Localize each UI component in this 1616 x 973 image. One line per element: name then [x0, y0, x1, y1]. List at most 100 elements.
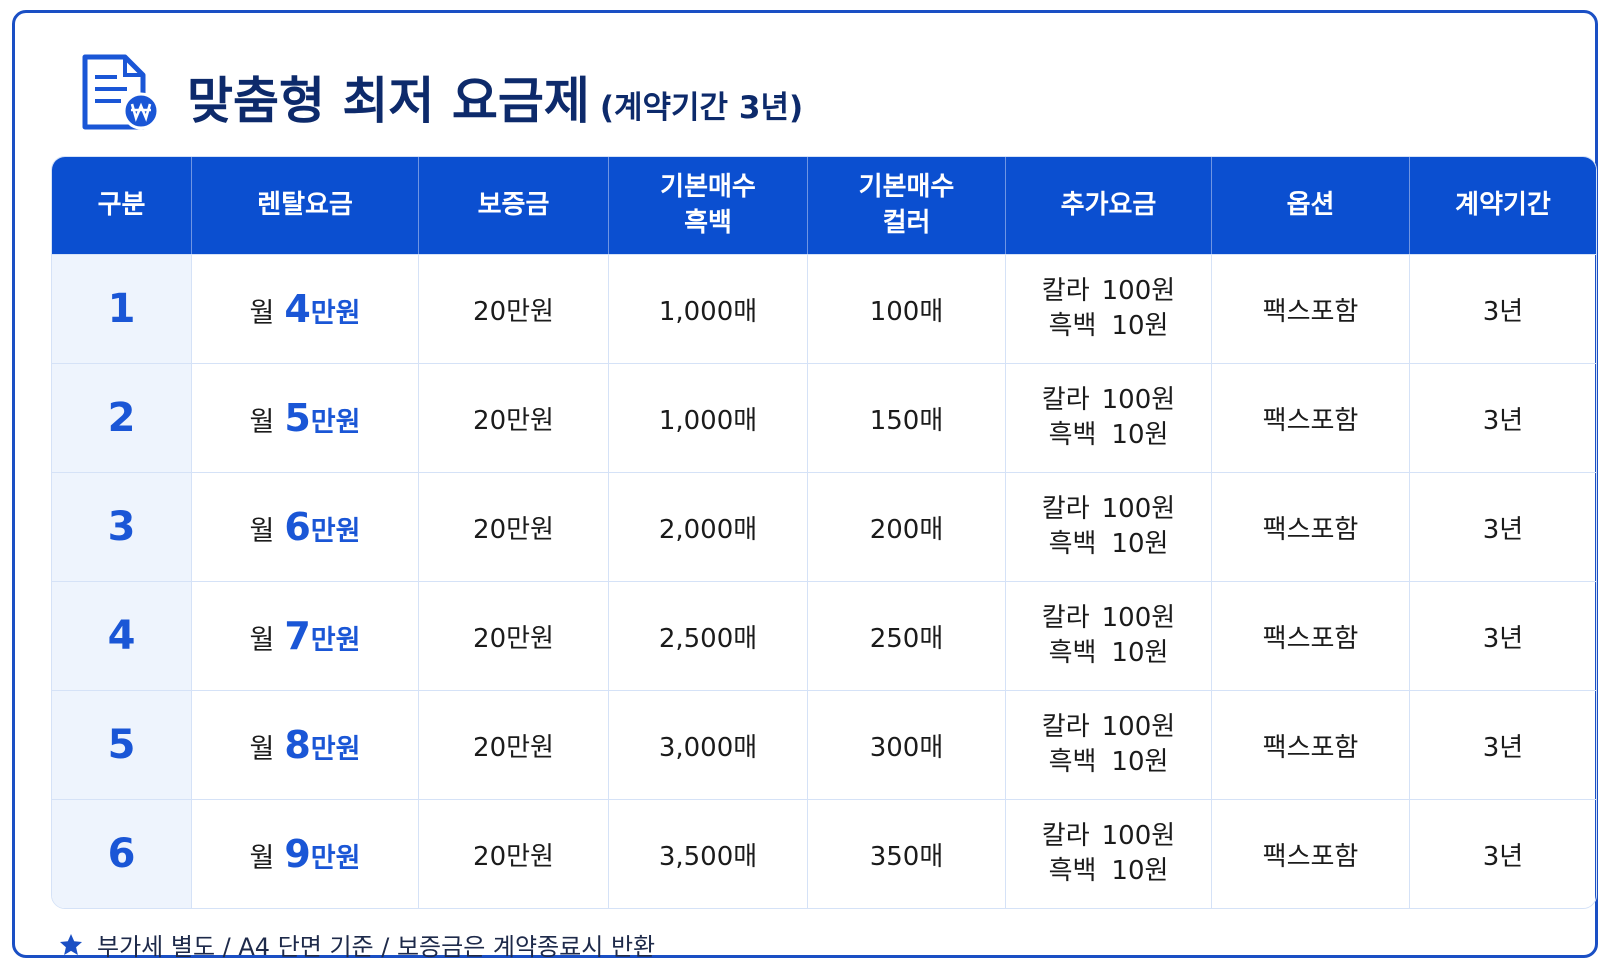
row-number: 4	[52, 581, 192, 690]
extra-fee-price: 100원	[1101, 602, 1176, 633]
deposit-cell: 20만원	[419, 799, 609, 908]
extra-fee-kind: 흑백	[1048, 311, 1097, 341]
rent-month: 월	[249, 516, 275, 547]
deposit-cell: 20만원	[419, 363, 609, 472]
row-number: 3	[52, 472, 192, 581]
extra-fee-price: 10원	[1111, 856, 1169, 886]
extra-fee-kind: 흑백	[1048, 856, 1097, 886]
extra-fee-price: 10원	[1111, 529, 1169, 559]
extra-fee-line: 흑백 10원	[1006, 745, 1211, 780]
extra-fee-price: 10원	[1111, 420, 1169, 450]
extra-fee-kind: 칼라	[1041, 602, 1090, 633]
extra-fee-kind: 칼라	[1041, 493, 1090, 524]
color-pages-cell: 150매	[808, 363, 1006, 472]
extra-fee-price: 10원	[1111, 638, 1169, 668]
extra-fee-kind: 칼라	[1041, 820, 1090, 851]
extra-fee-line: 흑백 10원	[1006, 527, 1211, 562]
table-row: 1 월 4만원 20만원 1,000매 100매 칼라 100원 흑백 10원 팩스포함 3년	[52, 254, 1596, 363]
extra-fee-kind: 칼라	[1041, 275, 1090, 306]
header-text: 렌탈요금	[257, 189, 353, 220]
extra-fee-cell: 칼라 100원 흑백 10원	[1006, 363, 1212, 472]
rent-cell: 월 5만원	[192, 363, 419, 472]
option-cell: 팩스포함	[1212, 472, 1410, 581]
header-text: 보증금	[477, 189, 550, 220]
title-text: 맞춤형 최저 요금제	[187, 72, 590, 130]
footer-note: 부가세 별도 / A4 단면 기준 / 보증금은 계약종료시 반환	[97, 933, 656, 961]
rent-cell: 월 9만원	[192, 799, 419, 908]
extra-fee-line: 칼라 100원	[1006, 492, 1211, 527]
rent-cell: 월 6만원	[192, 472, 419, 581]
extra-fee-price: 100원	[1101, 711, 1176, 742]
deposit-cell: 20만원	[419, 254, 609, 363]
rent-unit: 만원	[310, 625, 361, 656]
rent-month: 월	[249, 407, 275, 438]
header-text: 컬러	[882, 207, 931, 238]
extra-fee-kind: 칼라	[1041, 711, 1090, 742]
extra-fee-cell: 칼라 100원 흑백 10원	[1006, 690, 1212, 799]
term-cell: 3년	[1410, 799, 1596, 908]
table-row: 5 월 8만원 20만원 3,000매 300매 칼라 100원 흑백 10원 팩스포함 3년	[52, 690, 1596, 799]
option-cell: 팩스포함	[1212, 254, 1410, 363]
color-pages-cell: 100매	[808, 254, 1006, 363]
rent-cell: 월 7만원	[192, 581, 419, 690]
rent-amount: 6	[284, 505, 311, 549]
color-pages-cell: 200매	[808, 472, 1006, 581]
term-cell: 3년	[1410, 363, 1596, 472]
extra-fee-line: 흑백 10원	[1006, 636, 1211, 671]
table-row: 3 월 6만원 20만원 2,000매 200매 칼라 100원 흑백 10원 팩스포함 3년	[52, 472, 1596, 581]
extra-fee-line: 칼라 100원	[1006, 710, 1211, 745]
extra-fee-cell: 칼라 100원 흑백 10원	[1006, 581, 1212, 690]
row-number: 1	[52, 254, 192, 363]
rent-unit: 만원	[310, 298, 361, 329]
table-row: 4 월 7만원 20만원 2,500매 250매 칼라 100원 흑백 10원 팩스포함 3년	[52, 581, 1596, 690]
extra-fee-price: 100원	[1101, 384, 1176, 415]
extra-fee-price: 100원	[1101, 820, 1176, 851]
rent-unit: 만원	[310, 516, 361, 547]
header-text: 기본매수	[660, 172, 756, 203]
rent-cell: 월 8만원	[192, 690, 419, 799]
rent-unit: 만원	[310, 407, 361, 438]
term-cell: 3년	[1410, 690, 1596, 799]
deposit-cell: 20만원	[419, 472, 609, 581]
column-header: 렌탈요금	[192, 157, 419, 254]
column-header: 계약기간	[1410, 157, 1596, 254]
row-number: 6	[52, 799, 192, 908]
mono-pages-cell: 3,000매	[609, 690, 808, 799]
column-header: 추가요금	[1006, 157, 1212, 254]
mono-pages-cell: 1,000매	[609, 363, 808, 472]
row-number: 2	[52, 363, 192, 472]
column-header: 옵션	[1212, 157, 1410, 254]
extra-fee-kind: 흑백	[1048, 638, 1097, 668]
color-pages-cell: 250매	[808, 581, 1006, 690]
deposit-cell: 20만원	[419, 581, 609, 690]
extra-fee-line: 칼라 100원	[1006, 274, 1211, 309]
rent-amount: 7	[284, 614, 311, 658]
extra-fee-cell: 칼라 100원 흑백 10원	[1006, 254, 1212, 363]
option-cell: 팩스포함	[1212, 581, 1410, 690]
mono-pages-cell: 2,500매	[609, 581, 808, 690]
extra-fee-line: 칼라 100원	[1006, 601, 1211, 636]
extra-fee-kind: 흑백	[1048, 747, 1097, 777]
rent-month: 월	[249, 734, 275, 765]
card: 맞춤형 최저 요금제 (계약기간 3년) 구분 렌탈요금 보증금 기본매수 흑백 기본매수 컬…	[12, 10, 1598, 961]
option-cell: 팩스포함	[1212, 363, 1410, 472]
header-text: 흑백	[684, 207, 732, 238]
header-text: 계약기간	[1455, 189, 1551, 220]
header-text: 구분	[97, 189, 146, 220]
rent-unit: 만원	[310, 843, 361, 874]
mono-pages-cell: 2,000매	[609, 472, 808, 581]
rent-amount: 5	[284, 396, 311, 440]
option-cell: 팩스포함	[1212, 690, 1410, 799]
footer: 부가세 별도 / A4 단면 기준 / 보증금은 계약종료시 반환	[59, 927, 655, 962]
deposit-cell: 20만원	[419, 690, 609, 799]
rent-amount: 8	[284, 723, 311, 767]
extra-fee-price: 10원	[1111, 311, 1169, 341]
color-pages-cell: 350매	[808, 799, 1006, 908]
column-header: 기본매수 컬러	[808, 157, 1006, 254]
extra-fee-price: 100원	[1101, 275, 1176, 306]
term-cell: 3년	[1410, 472, 1596, 581]
extra-fee-line: 흑백 10원	[1006, 309, 1211, 344]
table-row: 6 월 9만원 20만원 3,500매 350매 칼라 100원 흑백 10원 팩스포함 3년	[52, 799, 1596, 908]
